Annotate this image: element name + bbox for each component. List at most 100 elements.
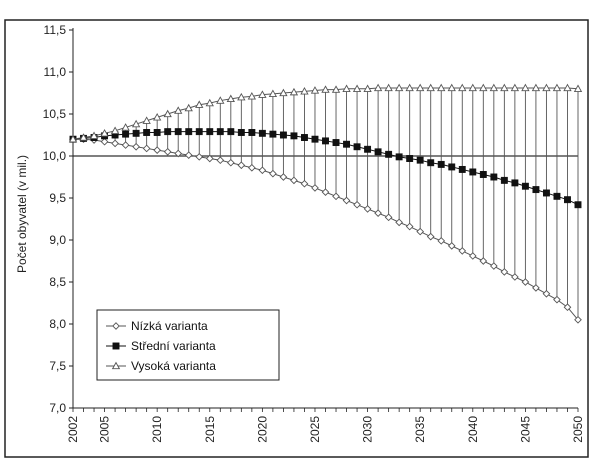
series-1-point: [427, 159, 435, 167]
series-0-point: [248, 163, 256, 172]
series-2-point: [79, 133, 88, 141]
series-1-point: [437, 160, 445, 168]
series-2-point: [447, 83, 456, 92]
series-0-point: [384, 213, 393, 222]
series-2-point: [563, 83, 572, 92]
series-2-point: [226, 94, 235, 103]
series-1-point: [248, 129, 256, 136]
series-2-point: [542, 83, 551, 92]
series-0-point: [374, 209, 382, 217]
series-1-point: [542, 189, 550, 197]
series-1-point: [195, 128, 203, 136]
series-1-point: [448, 163, 456, 171]
series-0-point: [142, 144, 151, 153]
x-tick-label: 2025: [308, 416, 322, 443]
series-1-point: [353, 143, 361, 151]
legend-label-0: Nízká varianta: [131, 319, 208, 333]
y-tick-label: 7,0: [49, 401, 66, 415]
series-0-point: [111, 139, 119, 148]
y-tick-label: 9,0: [49, 233, 66, 247]
series-1-point: [385, 150, 393, 158]
series-0-point: [500, 268, 509, 276]
series-2-point: [121, 123, 130, 131]
series-2-point: [321, 85, 330, 93]
series-2-point: [205, 98, 214, 107]
series-0-point: [205, 154, 214, 163]
legend-label-1: Střední varianta: [131, 339, 216, 353]
series-2-point: [258, 90, 267, 98]
series-2-point: [289, 87, 299, 96]
series-0-point: [458, 247, 467, 255]
series-1-point: [332, 139, 340, 147]
series-2-point: [184, 103, 193, 112]
series-1-point: [301, 134, 308, 141]
series-0-point: [279, 173, 288, 181]
x-tick-label: 2030: [361, 416, 375, 443]
series-0-point: [479, 257, 488, 265]
series-0-point: [300, 179, 309, 188]
x-tick-label: 2020: [255, 416, 269, 443]
legend-label-2: Vysoká varianta: [131, 359, 216, 373]
series-0-point: [405, 222, 414, 231]
series-1-point: [279, 131, 287, 139]
x-tick-label: 2045: [518, 416, 532, 443]
series-1-point: [364, 145, 372, 153]
series-1-point: [290, 132, 298, 140]
series-1-point: [216, 128, 224, 136]
series-2-point: [310, 86, 320, 94]
series-2-point: [573, 84, 583, 92]
series-1-point: [406, 155, 414, 162]
legend-marker-1: [112, 342, 120, 350]
series-2-point: [110, 126, 120, 134]
series-1-point: [343, 140, 350, 148]
x-tick-label: 2015: [203, 416, 217, 443]
series-1-point: [490, 173, 498, 181]
series-1-point: [269, 130, 277, 138]
series-2-point: [489, 83, 498, 92]
series-1-point: [227, 128, 235, 136]
x-tick-label: 2040: [466, 416, 480, 443]
series-2-point: [268, 89, 278, 98]
series-1-point: [164, 128, 172, 136]
series-layer: [68, 83, 583, 324]
x-tick-label: 2002: [66, 416, 80, 443]
series-2-point: [521, 83, 530, 92]
series-0-point: [416, 227, 425, 236]
series-2-point: [405, 83, 414, 92]
series-1-point: [395, 153, 403, 161]
x-tick-label: 2035: [413, 416, 427, 443]
series-0-point: [121, 141, 130, 149]
series-0-point: [395, 218, 403, 227]
legend: Nízká varianta Střední varianta Vysoká var…: [96, 309, 280, 381]
series-1-point: [532, 186, 540, 194]
series-1-point: [469, 168, 477, 176]
y-tick-label: 8,5: [49, 275, 66, 289]
x-tick-label: 2005: [98, 416, 112, 443]
y-tick-label: 8,0: [49, 317, 66, 331]
legend-marker-2: [111, 361, 121, 370]
series-0-point: [468, 252, 477, 260]
series-1-point: [122, 130, 130, 138]
series-0-point: [447, 242, 456, 250]
series-2-point: [300, 86, 309, 95]
series-1-point: [132, 129, 140, 137]
y-tick-label: 10,5: [43, 107, 67, 121]
series-0-point: [332, 192, 340, 201]
series-1-point: [553, 192, 561, 200]
series-1-point: [322, 137, 329, 145]
series-1-point: [511, 179, 519, 187]
series-0-point: [311, 184, 319, 192]
series-0-point: [437, 237, 446, 245]
series-1-point: [521, 182, 529, 190]
y-axis-title: Počet obyvatel (v mil.): [15, 155, 29, 273]
series-1-point: [564, 196, 571, 204]
series-2-point: [216, 96, 225, 104]
series-0-point: [132, 142, 140, 151]
series-0-point: [511, 273, 519, 281]
series-0-point: [542, 289, 551, 298]
series-0-point: [237, 161, 246, 170]
axes-layer: 7,0 7,5 8,0 8,5 9,0 9,5 10,0 10,5 11,0 11,5 2002 20…: [43, 23, 585, 443]
series-0-point: [532, 284, 540, 292]
series-1-point: [206, 128, 214, 136]
series-2-point: [510, 83, 520, 92]
